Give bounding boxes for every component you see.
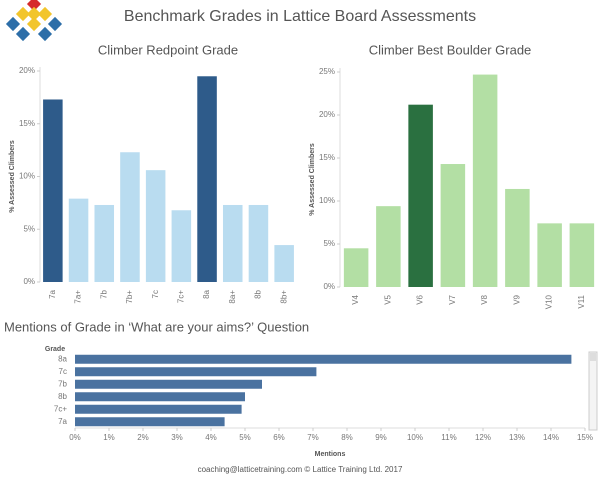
x-tick-label: V4 <box>351 294 360 304</box>
bar <box>68 198 89 282</box>
y-axis-label: % Assessed Climbers <box>309 143 316 216</box>
x-tick-label: 8a <box>202 289 211 298</box>
y-tick-label: 20% <box>19 66 35 75</box>
page-title: Benchmark Grades in Lattice Board Assess… <box>124 8 476 25</box>
x-tick-label: 7% <box>307 433 319 442</box>
x-tick-label: V11 <box>577 294 586 308</box>
x-tick-label: 8b+ <box>279 290 288 304</box>
y-tick-label: 10% <box>19 172 35 181</box>
x-tick-label: 13% <box>509 433 525 442</box>
bar <box>171 210 192 282</box>
scroll-thumb[interactable] <box>590 353 596 361</box>
bar <box>75 417 225 427</box>
chart-title: Climber Best Boulder Grade <box>369 42 532 57</box>
y-axis-label: Grade <box>45 346 65 353</box>
bar <box>472 74 498 287</box>
x-tick-label: V7 <box>448 294 457 304</box>
x-tick-label: 2% <box>137 433 149 442</box>
bar <box>197 76 217 283</box>
footer: coaching@latticetraining.com © Lattice T… <box>198 465 403 474</box>
x-tick-label: 0% <box>69 433 81 442</box>
x-tick-label: V8 <box>480 294 489 304</box>
y-tick-label: 8a <box>58 354 67 363</box>
bar <box>274 245 294 282</box>
bar <box>505 188 530 287</box>
x-tick-label: 8% <box>341 433 353 442</box>
chart-title: Mentions of Grade in ‘What are your aims… <box>4 319 309 334</box>
x-tick-label: 3% <box>171 433 183 442</box>
x-axis-label: Mentions <box>315 451 346 458</box>
x-tick-label: 5% <box>239 433 251 442</box>
bar <box>94 204 115 282</box>
bar <box>248 204 269 282</box>
y-tick-label: 0% <box>323 282 335 291</box>
x-tick-label: 15% <box>577 433 593 442</box>
x-tick-label: 8b <box>254 289 263 298</box>
y-tick-label: 5% <box>323 239 335 248</box>
y-tick-label: 7a <box>58 417 67 426</box>
x-tick-label: V10 <box>545 294 554 309</box>
x-tick-label: 10% <box>407 433 423 442</box>
x-tick-label: 8a+ <box>228 290 237 304</box>
bar <box>75 354 572 364</box>
x-tick-label: 7c <box>151 290 160 298</box>
y-tick-label: 0% <box>23 277 35 286</box>
y-axis-label: % Assessed Climbers <box>9 140 16 213</box>
x-tick-label: 14% <box>543 433 559 442</box>
x-tick-label: 7b+ <box>125 290 134 304</box>
bar <box>569 223 595 287</box>
x-tick-label: 7a <box>48 289 57 298</box>
x-tick-label: 9% <box>375 433 387 442</box>
bar <box>75 404 242 414</box>
x-tick-label: 7b <box>99 289 108 298</box>
y-tick-label: 10% <box>319 196 335 205</box>
x-tick-label: 1% <box>103 433 115 442</box>
y-tick-label: 25% <box>319 67 335 76</box>
y-tick-label: 7c+ <box>54 404 67 413</box>
bar <box>43 99 63 282</box>
bar <box>145 170 166 282</box>
bar <box>120 152 140 282</box>
y-tick-label: 8b <box>58 392 67 401</box>
x-tick-label: 6% <box>273 433 285 442</box>
bar <box>75 392 245 402</box>
y-tick-label: 7c <box>59 367 67 376</box>
x-tick-label: 7a+ <box>74 290 83 304</box>
chart-title: Climber Redpoint Grade <box>98 42 238 57</box>
bar <box>376 206 401 287</box>
logo <box>5 0 63 42</box>
y-tick-label: 20% <box>319 110 335 119</box>
bar <box>75 367 317 377</box>
x-tick-label: 11% <box>441 433 456 442</box>
y-tick-label: 7b <box>58 379 67 388</box>
x-tick-label: V9 <box>512 294 521 304</box>
bar <box>343 248 369 287</box>
y-tick-label: 15% <box>319 153 335 162</box>
bar <box>440 164 466 287</box>
x-tick-label: V5 <box>383 294 392 304</box>
x-tick-label: 4% <box>205 433 217 442</box>
y-tick-label: 15% <box>19 119 35 128</box>
bar <box>408 104 433 288</box>
scrollbar[interactable] <box>588 351 598 431</box>
x-tick-label: 7c+ <box>176 290 185 303</box>
bar <box>222 204 243 282</box>
x-tick-label: V6 <box>416 294 425 304</box>
bar <box>75 379 262 389</box>
x-tick-label: 12% <box>475 433 491 442</box>
y-tick-label: 5% <box>23 224 35 233</box>
bar <box>537 223 562 287</box>
